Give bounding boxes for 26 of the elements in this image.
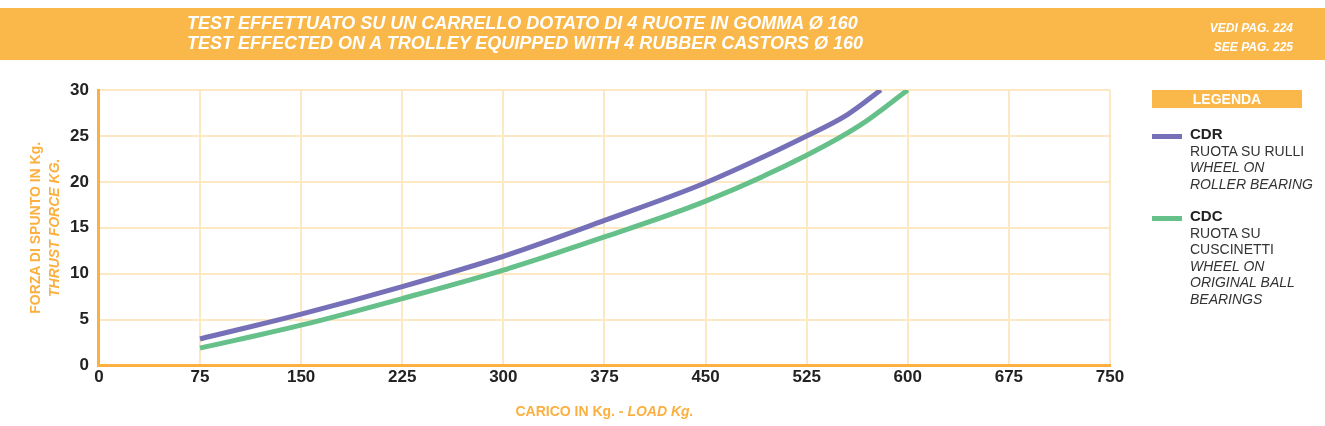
text: VEDI PAG. 224 <box>1209 20 1293 37</box>
x-tick-label: 375 <box>590 367 619 387</box>
x-tick-label: 600 <box>893 367 922 387</box>
y-tick-label: 20 <box>69 171 89 191</box>
x-axis-title: CARICO IN Kg. - LOAD Kg. <box>515 402 694 419</box>
chart-subtitle: TEST EFFECTED ON A TROLLEY EQUIPPED WITH 4 RUBBER CASTORS Ø 160 <box>187 33 864 53</box>
y-tick-label: 10 <box>69 263 89 283</box>
x-tick-label: 525 <box>792 367 821 387</box>
y-tick-label: 30 <box>69 79 89 99</box>
y-axis-title: FORZA DI SPUNTO IN Kg. THRUST FORCE KG. <box>26 141 62 314</box>
y-tick-label: 5 <box>79 309 89 329</box>
x-tick-label: 225 <box>388 367 417 387</box>
legend-label: CDR RUOTA SU RULLI WHEEL ON ROLLER BEARING <box>1190 125 1313 192</box>
x-tick-label: 675 <box>994 367 1024 387</box>
y-tick-label: 25 <box>69 125 89 145</box>
x-tick-label: 0 <box>94 367 104 387</box>
text: SEE PAG. 225 <box>1212 39 1293 56</box>
x-tick-label: 300 <box>489 367 518 387</box>
x-tick-label: 450 <box>691 367 720 387</box>
x-tick-label: 750 <box>1095 367 1125 387</box>
x-tick-label: 150 <box>286 367 316 387</box>
legend-title: LEGENDA <box>1152 90 1302 108</box>
chart-title: TEST EFFETTUATO SU UN CARRELLO DOTATO DI 4 RUOTE IN GOMMA Ø 160 <box>187 13 858 33</box>
y-tick-label: 15 <box>69 217 89 237</box>
x-tick-label: 75 <box>190 367 210 387</box>
legend-label: CDC RUOTA SU CUSCINETTI WHEEL ON ORIGINAL BALL BEARINGS <box>1190 207 1295 307</box>
